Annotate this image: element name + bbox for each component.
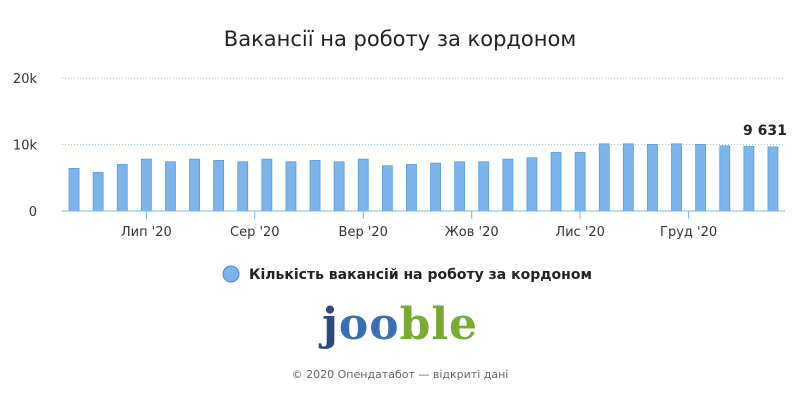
bar[interactable] <box>406 164 417 212</box>
data-label-last: 9 631 <box>743 123 787 139</box>
bar[interactable] <box>333 161 345 212</box>
bar[interactable] <box>213 160 225 212</box>
bar[interactable] <box>478 161 490 212</box>
bar[interactable] <box>430 162 441 212</box>
bar[interactable] <box>92 172 104 212</box>
bar[interactable] <box>719 145 731 212</box>
logo-part-3: ble <box>399 299 479 350</box>
x-tick-label: Лис '20 <box>555 225 605 240</box>
logo-part-1: j <box>321 299 339 350</box>
legend-marker <box>222 265 240 283</box>
bar[interactable] <box>671 143 682 212</box>
x-tick-label: Вер '20 <box>339 225 388 240</box>
grid <box>62 77 785 145</box>
bar[interactable] <box>454 161 466 212</box>
x-tick-label: Жов '20 <box>445 225 499 240</box>
x-tick-label: Груд '20 <box>660 225 717 240</box>
legend-label: Кількість вакансій на роботу за кордоном <box>249 267 592 283</box>
bar[interactable] <box>622 143 634 212</box>
y-axis: 0 10k 20k <box>13 72 38 220</box>
logo-part-2: oo <box>338 299 400 350</box>
bar[interactable] <box>189 158 200 212</box>
x-axis: Лип '20 Сер '20 Вер '20 Жов '20 Лис '20 Груд … <box>62 210 785 240</box>
bar[interactable] <box>165 161 176 212</box>
bar[interactable] <box>285 161 297 212</box>
bar[interactable] <box>357 158 369 212</box>
bar[interactable] <box>767 146 779 212</box>
bar[interactable] <box>381 165 393 212</box>
legend[interactable]: Кількість вакансій на роботу за кордоном <box>222 265 592 283</box>
bar[interactable] <box>550 152 562 212</box>
y-tick-label: 0 <box>29 205 37 220</box>
bar[interactable] <box>743 146 755 212</box>
credits: © 2020 Опендатабот — відкриті дані <box>291 368 509 381</box>
y-tick-label: 10k <box>13 139 38 154</box>
bar[interactable] <box>140 158 152 212</box>
bar[interactable] <box>647 144 658 212</box>
bar[interactable] <box>598 143 610 212</box>
bars <box>68 143 779 212</box>
bar[interactable] <box>237 161 249 212</box>
bar[interactable] <box>502 158 514 212</box>
bar[interactable] <box>574 152 586 212</box>
bar[interactable] <box>309 160 321 212</box>
bar[interactable] <box>68 168 80 212</box>
x-tick-label: Лип '20 <box>121 225 172 240</box>
chart-title: Вакансії на роботу за кордоном <box>224 27 576 51</box>
bar[interactable] <box>116 164 128 212</box>
bar[interactable] <box>261 158 273 212</box>
x-tick-label: Сер '20 <box>230 225 280 240</box>
bar[interactable] <box>526 157 538 212</box>
jooble-logo: jooble <box>0 300 800 350</box>
bar[interactable] <box>695 144 707 212</box>
y-tick-label: 20k <box>13 72 38 87</box>
